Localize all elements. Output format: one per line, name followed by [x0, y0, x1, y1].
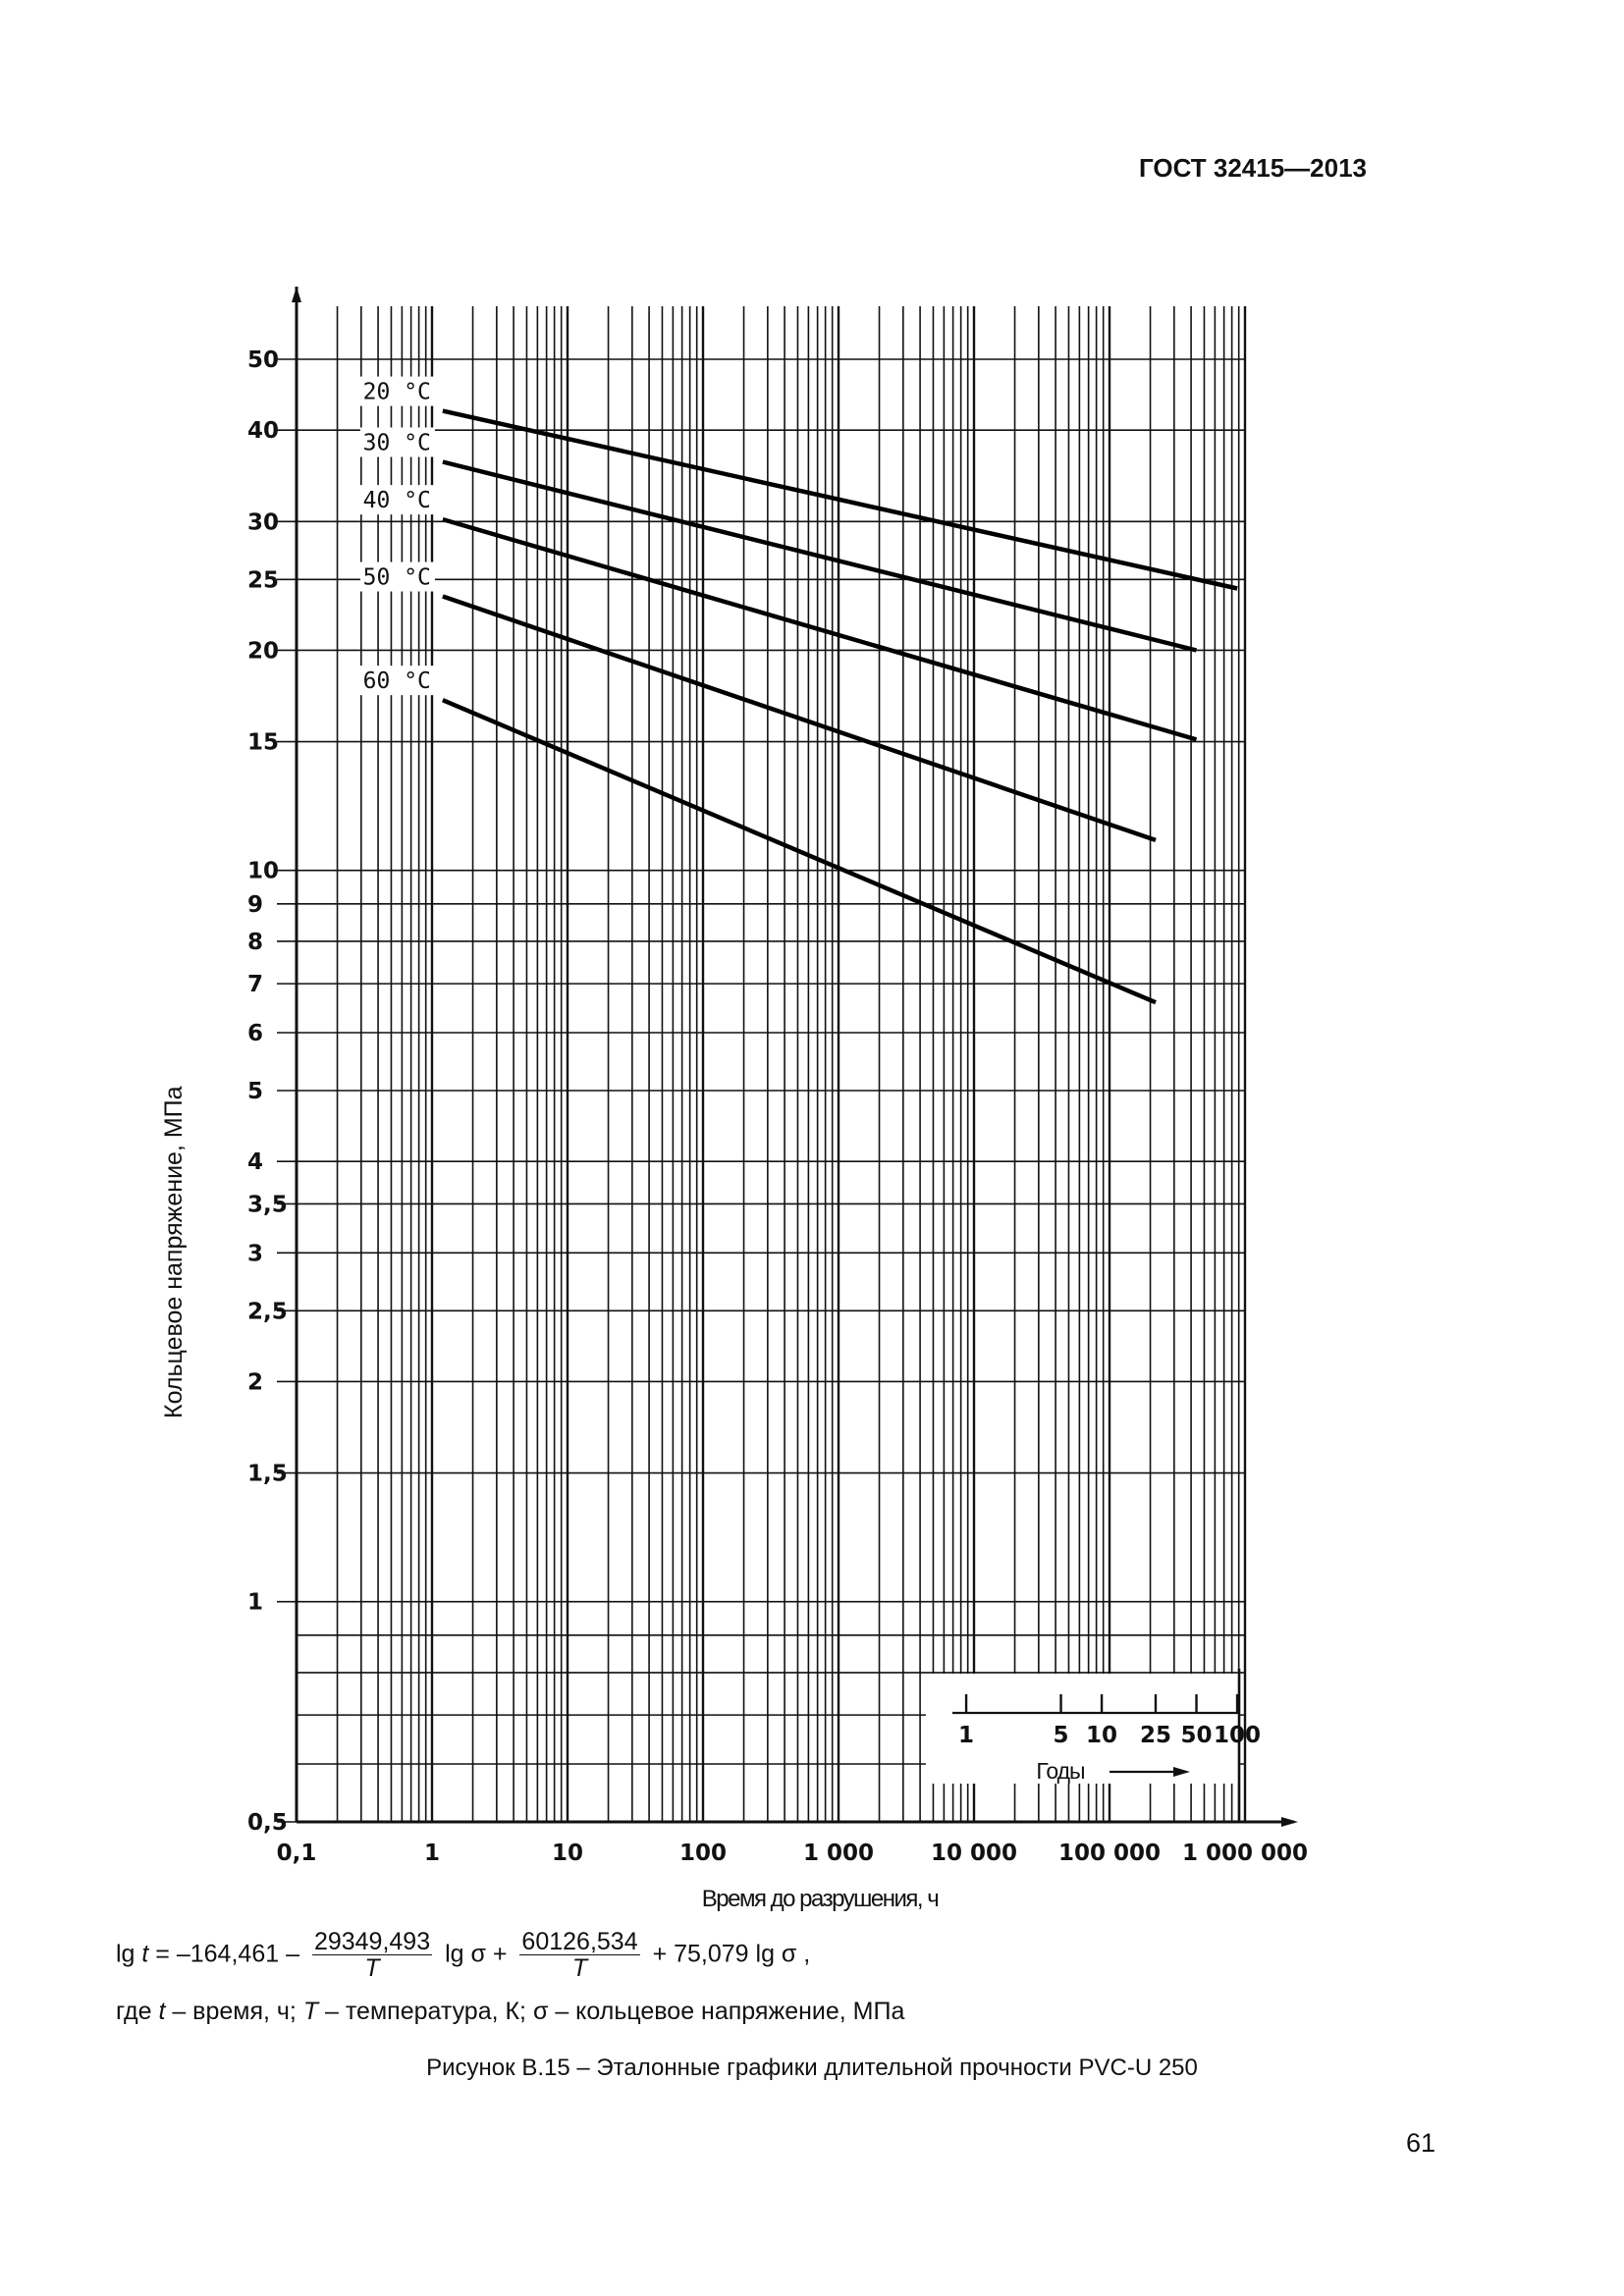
stress-rupture-chart: 20 °C30 °C40 °C50 °C60 °C 1 5 10 25 50 100Год…	[247, 287, 1308, 1912]
years-tick-label: 50	[1181, 1723, 1213, 1748]
x-tick-label: 1 000 000	[1182, 1841, 1308, 1866]
y-tick-label: 7	[247, 972, 263, 997]
chart-grid	[295, 306, 1247, 1823]
chart-axes	[292, 287, 1298, 1827]
chart-series-lines	[442, 408, 1238, 1005]
chart-series-labels: 20 °C 30 °C 40 °C 50 °C 60 °C	[359, 376, 435, 696]
y-tick-label: 2,5	[247, 1299, 288, 1324]
years-tick-label: 10	[1086, 1723, 1117, 1748]
y-tick-label: 2	[247, 1369, 263, 1395]
series-label: 20 °C	[363, 380, 431, 405]
where-T: T	[302, 1998, 319, 2025]
y-tick-label: 50	[247, 347, 279, 373]
y-tick-label: 15	[247, 730, 279, 756]
fraction-1-denominator: T	[364, 1954, 380, 1983]
y-tick-label: 40	[247, 418, 279, 444]
y-tick-label: 3	[247, 1241, 263, 1266]
fraction-2: 60126,534 T	[519, 1928, 640, 1983]
formula-t: t	[141, 1940, 149, 1968]
formula-part-1: = –164,461 –	[148, 1940, 299, 1968]
y-tick-label: 20	[247, 638, 279, 664]
y-tick-label: 9	[247, 892, 263, 918]
y-axis-label: Кольцевое напряжение, МПа	[160, 1086, 188, 1418]
years-arrow-head	[1173, 1767, 1190, 1777]
y-tick-label: 1,5	[247, 1462, 288, 1487]
x-tick-label: 10 000	[931, 1841, 1017, 1866]
x-tick-label: 1 000	[803, 1841, 874, 1866]
y-tick-label: 10	[247, 859, 279, 884]
x-tick-labels: 0,1 1 10 100 1 000 10 000 100 000 1 000 000	[277, 1841, 1308, 1866]
fraction-1: 29349,493 T	[311, 1928, 433, 1983]
series-label: 40 °C	[363, 488, 431, 513]
document-standard-header: ГОСТ 32415—2013	[1139, 153, 1367, 183]
y-tick-label: 0,5	[247, 1810, 288, 1836]
x-tick-label: 1	[424, 1841, 440, 1866]
series-label: 30 °C	[363, 430, 431, 455]
where-3: – температура, К; σ – кольцевое напряжен…	[318, 1998, 905, 2025]
series-label-bg	[359, 485, 435, 515]
formula: lg t = –164,461 – 29349,493 T lg σ + 6012…	[116, 1929, 810, 1982]
formula-legend: где t – время, ч; T – температура, К; σ …	[116, 1998, 904, 2026]
years-inset: 1 5 10 25 50 100 Годы	[926, 1669, 1261, 1822]
fraction-1-numerator: 29349,493	[311, 1928, 433, 1956]
series-line	[442, 594, 1157, 843]
series-label-bg	[359, 427, 435, 457]
series-label-bg	[359, 376, 435, 406]
series-line	[442, 698, 1157, 1005]
fraction-2-denominator: T	[571, 1954, 588, 1983]
fraction-2-numerator: 60126,534	[519, 1928, 640, 1956]
y-tick-label: 6	[247, 1021, 263, 1046]
series-line	[442, 516, 1198, 742]
x-axis-label: Время до разрушения, ч	[702, 1886, 939, 1912]
x-tick-label: 100 000	[1058, 1841, 1161, 1866]
where-1: где	[116, 1998, 159, 2025]
series-label: 60 °C	[363, 668, 431, 694]
series-label: 50 °C	[363, 565, 431, 591]
years-tick-label: 5	[1054, 1723, 1069, 1748]
where-2: – время, ч;	[165, 1998, 303, 2025]
x-axis-arrow	[1281, 1817, 1298, 1827]
y-tick-label: 3,5	[247, 1192, 288, 1217]
y-tick-label: 8	[247, 930, 263, 955]
y-tick-label: 25	[247, 567, 279, 593]
years-label: Годы	[1036, 1758, 1084, 1784]
figure-caption: Рисунок В.15 – Эталонные графики длитель…	[426, 2055, 1198, 2081]
y-tick-label: 1	[247, 1590, 263, 1616]
years-inset-box	[926, 1674, 1239, 1784]
y-tick-label: 4	[247, 1149, 263, 1175]
series-line	[442, 459, 1198, 653]
years-tick-label: 1	[958, 1723, 974, 1748]
years-tick-label: 100	[1214, 1723, 1261, 1748]
series-label-bg	[359, 666, 435, 696]
y-axis-arrow	[292, 287, 301, 302]
page-number: 61	[1406, 2128, 1436, 2158]
where-t: t	[158, 1998, 166, 2025]
formula-lead: lg	[116, 1940, 142, 1968]
y-tick-label: 5	[247, 1079, 263, 1104]
x-tick-label: 0,1	[277, 1841, 317, 1866]
formula-part-3: + 75,079 lg σ ,	[652, 1940, 811, 1968]
x-tick-label: 10	[552, 1841, 583, 1866]
years-tick-label: 25	[1140, 1723, 1171, 1748]
y-tick-label: 30	[247, 509, 279, 535]
series-line	[442, 408, 1238, 591]
series-label-bg	[359, 561, 435, 592]
y-tick-labels: 50 40 30 25 20 15 10 9 8 7 6 5 4 3,5 3 2,5 2 1,5 1 0,5	[247, 347, 297, 1836]
x-tick-label: 100	[679, 1841, 727, 1866]
formula-part-2: lg σ +	[445, 1940, 508, 1968]
